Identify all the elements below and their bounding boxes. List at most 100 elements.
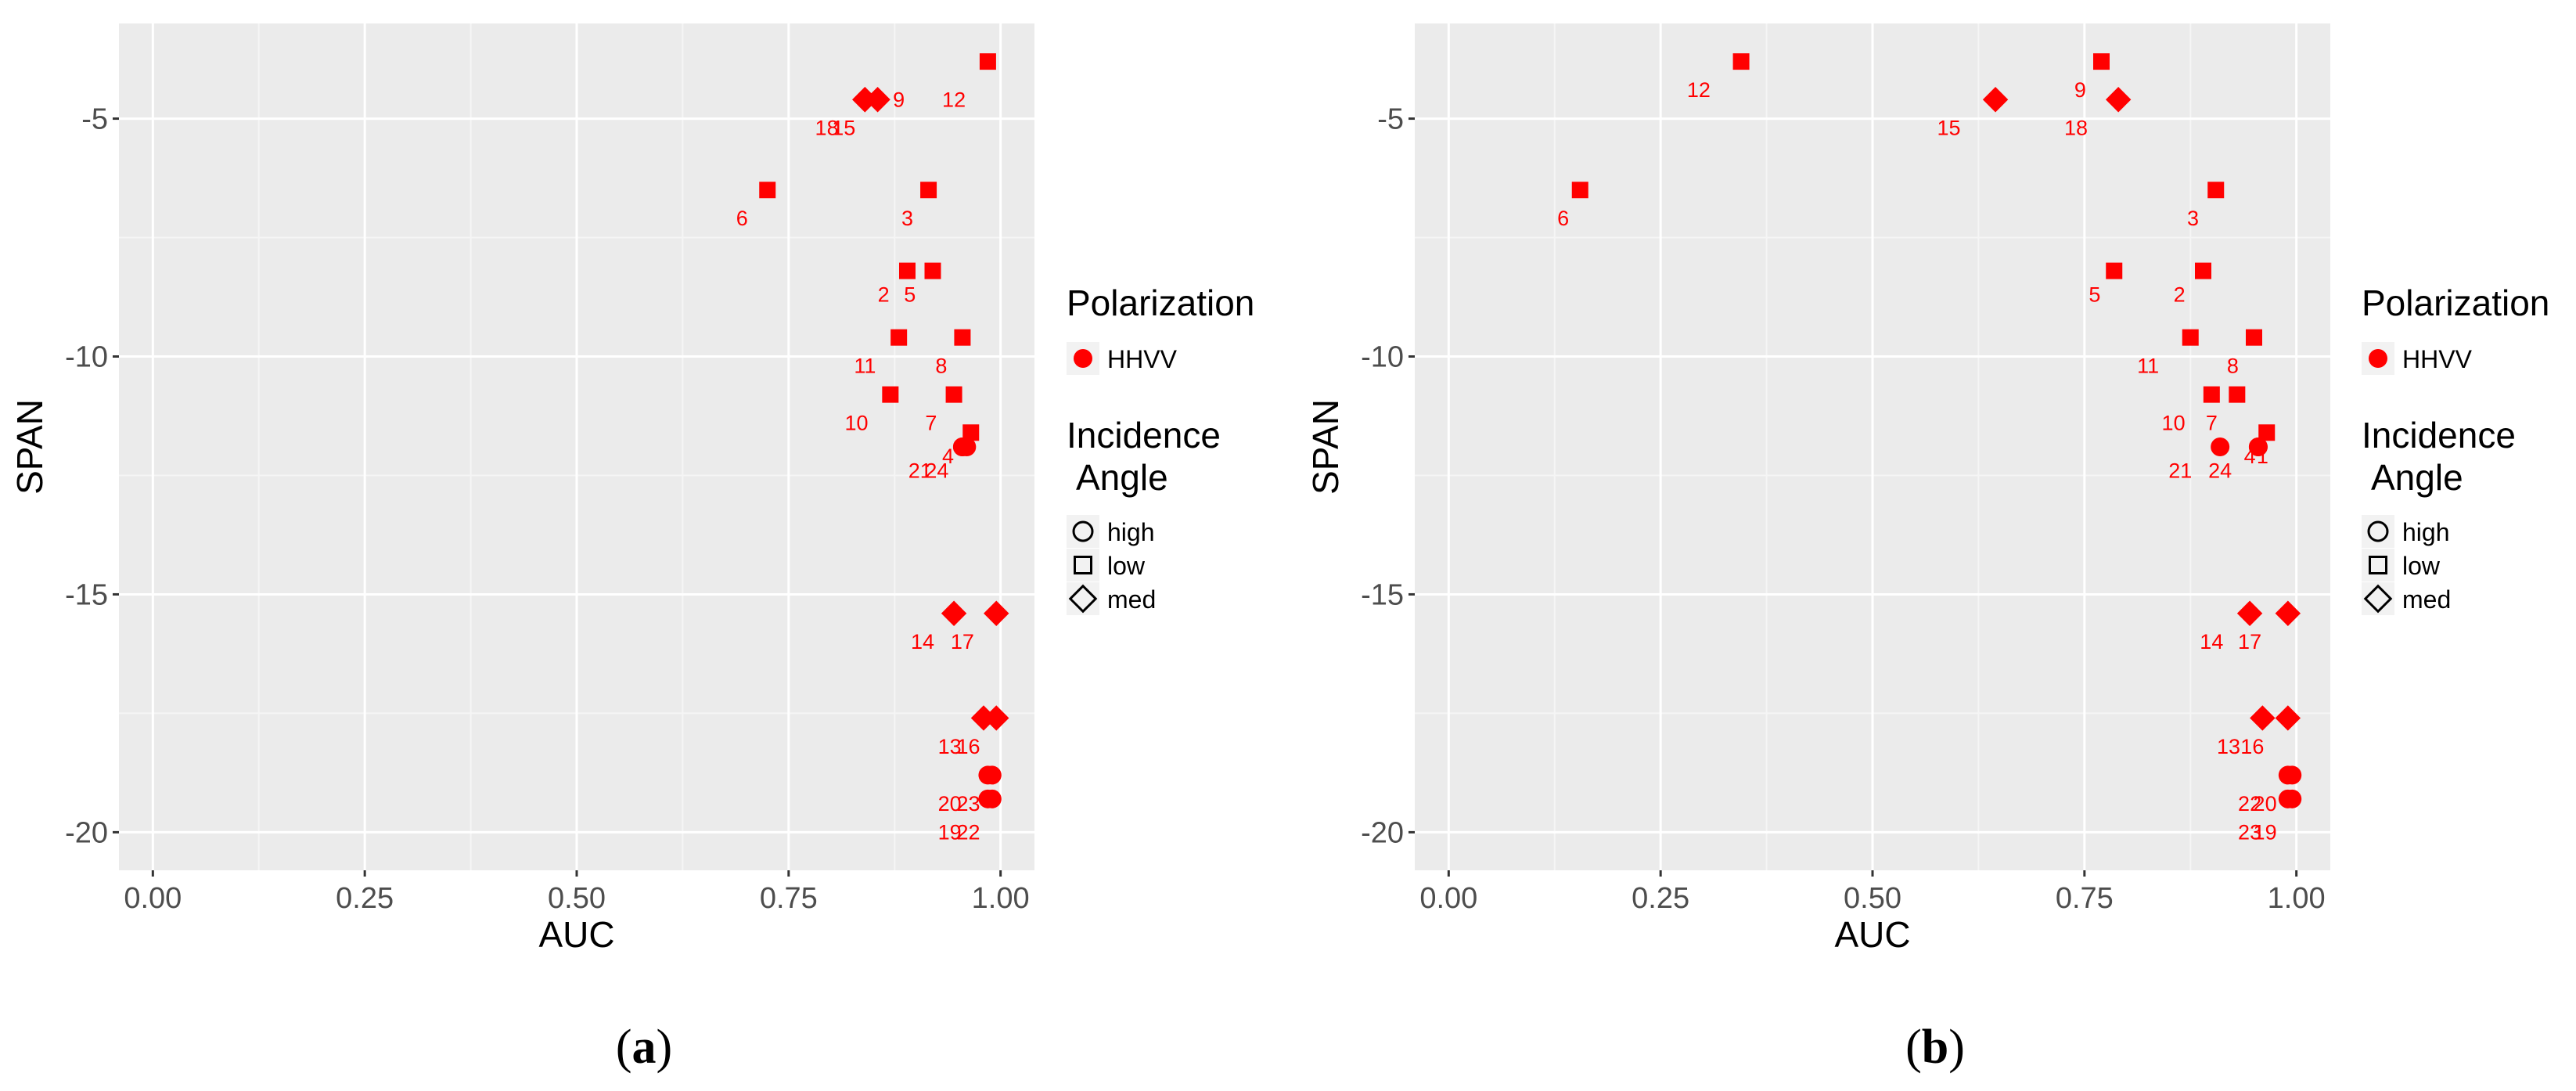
point-label: 18 xyxy=(815,117,839,140)
point-label: 7 xyxy=(925,412,937,435)
legend-label-hhvv: HHVV xyxy=(1107,345,1178,373)
point-label: 10 xyxy=(844,412,868,435)
point-label: 21 xyxy=(2168,459,2192,482)
x-axis-title: AUC xyxy=(1834,914,1910,955)
point-label: 9 xyxy=(893,88,905,111)
data-point-17 xyxy=(984,600,1009,626)
point-label: 3 xyxy=(2187,207,2199,230)
data-point-17 xyxy=(2275,600,2301,626)
point-label: 22 xyxy=(2238,792,2261,816)
point-label: 13 xyxy=(2217,735,2240,758)
data-point-23 xyxy=(982,765,1002,785)
point-label: 22 xyxy=(956,820,980,844)
point-label: 3 xyxy=(901,207,913,230)
data-point-21 xyxy=(2211,437,2230,456)
point-label: 5 xyxy=(2089,283,2100,306)
data-point-1 xyxy=(962,424,980,441)
point-label: 20 xyxy=(938,792,962,816)
data-point-9 xyxy=(865,87,890,113)
data-point-18 xyxy=(852,87,878,113)
point-label: 23 xyxy=(2238,820,2261,844)
data-point-3 xyxy=(920,182,937,199)
point-label: 7 xyxy=(2206,412,2218,435)
point-label: 12 xyxy=(1687,78,1711,102)
x-tick-label: 0.25 xyxy=(336,882,394,915)
point-label: 17 xyxy=(2238,630,2261,654)
x-tick-label: 0.75 xyxy=(760,882,818,915)
point-label: 11 xyxy=(2137,355,2159,378)
chart-panel-b: 0.00 0.25 0.50 0.75 1.00-5-10-15-20AUCSPAN12… xyxy=(1305,23,2549,1074)
data-point-7 xyxy=(945,386,962,403)
point-label: 16 xyxy=(956,735,980,758)
point-label: 15 xyxy=(832,117,855,140)
data-point-24 xyxy=(2248,437,2268,456)
point-label: 1 xyxy=(2257,445,2268,468)
caption-open: ( xyxy=(616,1021,632,1074)
data-point-11 xyxy=(2182,329,2199,346)
point-label: 19 xyxy=(2254,820,2277,844)
data-point-6 xyxy=(759,182,776,199)
point-label: 13 xyxy=(938,735,962,758)
y-tick-label: -20 xyxy=(1361,816,1404,849)
legend-key-med xyxy=(2363,584,2393,614)
y-tick-label: -15 xyxy=(1361,578,1404,611)
x-tick-label: 0.50 xyxy=(1844,882,1901,915)
y-tick-label: -10 xyxy=(65,341,108,374)
legend-key-bg xyxy=(1067,515,1099,548)
point-label: 2 xyxy=(2174,283,2186,306)
data-point-12 xyxy=(979,53,996,70)
legend-key-bg xyxy=(2362,549,2394,582)
legend-label-high: high xyxy=(1107,518,1155,546)
x-tick-label: 0.00 xyxy=(124,882,182,915)
legend-title-incidence-angle: Incidence Angle xyxy=(2362,415,2516,498)
data-point-24 xyxy=(957,437,977,456)
point-label: 20 xyxy=(2254,792,2277,816)
data-point-22 xyxy=(2283,789,2302,808)
legend-title-line: Angle xyxy=(2371,457,2463,498)
point-label: 23 xyxy=(956,792,980,816)
legend: Polarization HHVV Incidence Angle high low med xyxy=(2362,283,2549,615)
point-label: 10 xyxy=(2162,412,2186,435)
legend-label-med: med xyxy=(2402,585,2451,614)
data-point-16 xyxy=(2275,705,2301,731)
data-point-15 xyxy=(1982,87,2009,113)
point-label: 14 xyxy=(2200,630,2223,654)
legend-key-hhvv xyxy=(1074,349,1092,368)
data-point-3 xyxy=(2207,182,2225,199)
point-label: 6 xyxy=(736,207,748,230)
legend-key-high xyxy=(1072,520,1094,542)
point-label: 17 xyxy=(951,630,974,654)
data-point-14 xyxy=(941,600,967,626)
point-label: 4 xyxy=(942,445,954,468)
data-point-23 xyxy=(2283,765,2302,785)
panel-caption-a: (a) xyxy=(616,1021,672,1074)
x-tick-label: 1.00 xyxy=(2268,882,2326,915)
legend-key-low xyxy=(1074,556,1092,574)
legend: Polarization HHVV Incidence Angle high low med xyxy=(1067,283,1254,615)
caption-close: ) xyxy=(1948,1021,1965,1074)
legend-key-bg xyxy=(1067,582,1099,615)
x-axis-title: AUC xyxy=(538,914,614,955)
point-label: 18 xyxy=(2064,117,2088,140)
data-point-10 xyxy=(882,386,899,403)
point-label: 24 xyxy=(925,459,948,482)
data-point-11 xyxy=(890,329,908,346)
legend-label-low: low xyxy=(1107,552,1146,580)
data-point-14 xyxy=(2236,600,2263,626)
data-point-6 xyxy=(1571,182,1588,199)
data-point-16 xyxy=(984,705,1009,731)
y-tick-label: -10 xyxy=(1361,341,1404,374)
legend-key-bg xyxy=(2362,515,2394,548)
point-label: 14 xyxy=(911,630,934,654)
legend-title-incidence-angle: Incidence Angle xyxy=(1067,415,1221,498)
y-tick-label: -5 xyxy=(1377,103,1404,136)
point-label: 16 xyxy=(2240,735,2264,758)
data-point-1 xyxy=(2258,424,2276,441)
y-tick-label: -15 xyxy=(65,578,108,611)
legend-title-line: Angle xyxy=(1076,457,1168,498)
data-point-9 xyxy=(2093,53,2110,70)
legend-key-bg xyxy=(1067,549,1099,582)
point-label: 21 xyxy=(908,459,932,482)
x-tick-label: 0.00 xyxy=(1419,882,1477,915)
data-point-13 xyxy=(970,705,997,731)
